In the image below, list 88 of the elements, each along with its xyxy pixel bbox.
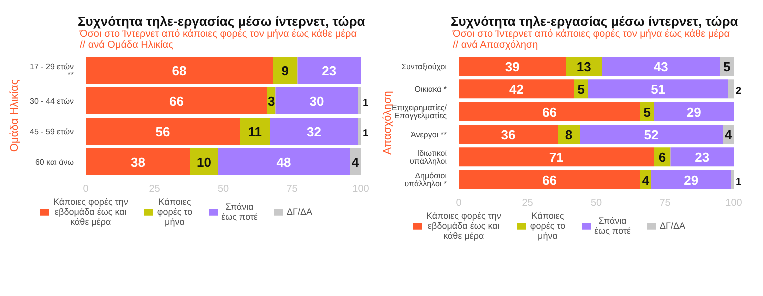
data-label: 9 [282, 64, 289, 78]
chart-subtitle: Όσοι στο Ίντερνετ από κάποιες φορές τον μήνα έως κάθε μέρα // ανά Ομάδα Ηλικίας [80, 29, 358, 51]
bar [459, 57, 566, 76]
bar [459, 148, 654, 167]
data-label: 42 [510, 82, 524, 98]
data-label: 29 [686, 104, 702, 120]
bar [459, 170, 640, 190]
bar [652, 170, 732, 190]
bar [670, 148, 734, 167]
bar [273, 57, 298, 84]
y-tick-label: 17 - 29 ετών ** [30, 62, 74, 80]
legend-label: Κάποιες φορές την εβδομάδα έως και κάθε μέρα [426, 211, 502, 241]
bar [728, 80, 734, 99]
data-label: 2 [736, 86, 742, 98]
bar [358, 118, 361, 145]
bar [654, 102, 734, 122]
bar [190, 148, 218, 176]
y-axis-title: Ομάδα Ηλικίας [8, 80, 21, 152]
data-label: 36 [501, 128, 516, 142]
data-label: 11 [248, 124, 262, 140]
y-axis-title: Απασχόληση [382, 91, 394, 155]
bar [86, 88, 268, 114]
data-label: 1 [363, 98, 369, 109]
data-label: 51 [651, 82, 666, 98]
bar [459, 125, 558, 144]
data-label: 52 [644, 128, 659, 142]
data-label: 29 [684, 172, 699, 188]
data-label: 71 [549, 150, 564, 166]
y-tick-label: Συνταξιούχοι [402, 62, 448, 72]
data-label: 43 [654, 60, 668, 74]
data-label: 66 [542, 104, 557, 120]
bar [298, 57, 361, 84]
data-label: 4 [642, 172, 650, 188]
legend-label: Σπάνια έως ποτέ [594, 216, 632, 236]
data-label: 23 [695, 150, 710, 166]
y-tick-label: 60 και άνω [35, 158, 74, 167]
bar [358, 88, 361, 114]
y-tick-label: 45 - 59 ετών [30, 127, 74, 136]
bar [459, 102, 640, 122]
data-label: 32 [307, 124, 322, 140]
y-tick-label: Άνεργοι ** [411, 130, 447, 140]
bar [459, 80, 574, 99]
data-label: 66 [170, 94, 184, 109]
bar [86, 57, 273, 84]
legend-label: Κάποιες φορές το μήνα [157, 197, 193, 227]
data-label: 23 [322, 64, 337, 78]
data-label: 1 [363, 128, 369, 140]
data-label: 39 [505, 60, 520, 74]
y-tick-label: Επιχειρηματίες/Επαγγελματίες [392, 104, 448, 121]
data-label: 8 [565, 128, 573, 142]
data-label: 6 [658, 150, 666, 166]
y-tick-label: Ιδιωτικοί υπάλληλοι [410, 149, 448, 166]
y-tick-label: 30 - 44 ετών [30, 96, 74, 106]
data-label: 5 [578, 82, 585, 98]
data-label: 5 [724, 60, 731, 74]
data-label: 3 [268, 94, 276, 109]
bar [580, 125, 723, 144]
chart-title: Συχνότητα τηλε-εργασίας μέσω ίντερνετ, τώρα [78, 14, 366, 29]
bar [218, 148, 350, 176]
bar [270, 118, 358, 145]
data-label: 66 [542, 172, 557, 188]
data-label: 5 [644, 104, 651, 120]
legend-label: ΔΓ/ΔΑ [660, 221, 686, 231]
data-label: 10 [197, 155, 212, 170]
data-label: 1 [736, 176, 742, 188]
legend-label: Κάποιες φορές το μήνα [530, 211, 566, 241]
legend-label: Σπάνια έως ποτέ [222, 202, 258, 222]
bar [240, 118, 270, 145]
bar [731, 170, 734, 190]
bar [86, 118, 240, 145]
chart-subtitle: Όσοι στο Ίντερνετ από κάποιες φορές τον μήνα έως κάθε μέρα // ανά Απασχόληση [453, 29, 732, 51]
bar [86, 148, 190, 176]
chart-title: Συχνότητα τηλε-εργασίας μέσω ίντερνετ, τώρα [451, 14, 740, 29]
bar [588, 80, 728, 99]
data-label: 48 [276, 155, 292, 170]
data-label: 13 [576, 60, 592, 74]
data-label: 68 [172, 64, 187, 78]
legend-label: ΔΓ/ΔΑ [287, 207, 313, 217]
data-label: 4 [724, 128, 733, 142]
data-label: 56 [156, 124, 170, 140]
y-tick-label: Δημόσιοι υπάλληλοι * [404, 172, 448, 189]
y-tick-label: Οικιακά * [414, 85, 447, 94]
bar [602, 57, 720, 76]
data-label: 4 [352, 155, 360, 170]
bar [276, 88, 358, 114]
legend-label: Κάποιες φορές την εβδομάδα έως και κάθε μέρα [53, 197, 128, 227]
data-label: 38 [131, 155, 146, 170]
data-label: 30 [310, 94, 324, 109]
